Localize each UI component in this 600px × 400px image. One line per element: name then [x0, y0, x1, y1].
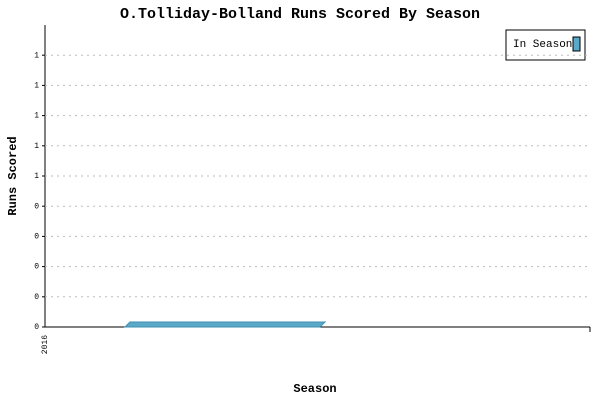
y-tick-label: 0	[34, 323, 39, 332]
y-tick-label: 1	[34, 82, 39, 91]
y-tick-label: 1	[34, 112, 39, 121]
y-tick-label: 0	[34, 293, 39, 302]
legend-label: In Season	[513, 39, 572, 51]
x-axis-label: Season	[293, 382, 336, 396]
y-tick-label: 1	[34, 172, 39, 181]
legend-swatch	[572, 36, 581, 52]
bar	[123, 321, 327, 328]
chart-title: O.Tolliday-Bolland Runs Scored By Season	[120, 6, 480, 23]
x-tick-label: 2016	[41, 335, 50, 354]
y-axis-label: Runs Scored	[6, 136, 20, 215]
y-tick-label: 0	[34, 202, 39, 211]
y-tick-label: 0	[34, 263, 39, 272]
y-tick-label: 1	[34, 142, 39, 151]
y-tick-label: 0	[34, 233, 39, 242]
y-tick-label: 1	[34, 51, 39, 60]
